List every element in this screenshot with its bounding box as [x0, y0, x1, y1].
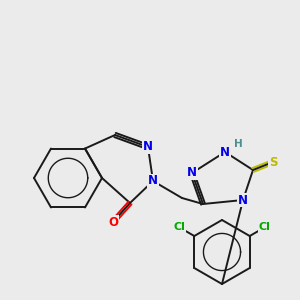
Text: N: N — [143, 140, 153, 154]
Text: N: N — [220, 146, 230, 158]
Text: O: O — [108, 215, 118, 229]
Text: H: H — [234, 139, 242, 149]
Text: Cl: Cl — [259, 223, 270, 232]
Text: N: N — [187, 167, 197, 179]
Text: Cl: Cl — [174, 223, 185, 232]
Text: S: S — [269, 155, 277, 169]
Text: N: N — [148, 175, 158, 188]
Text: N: N — [238, 194, 248, 206]
